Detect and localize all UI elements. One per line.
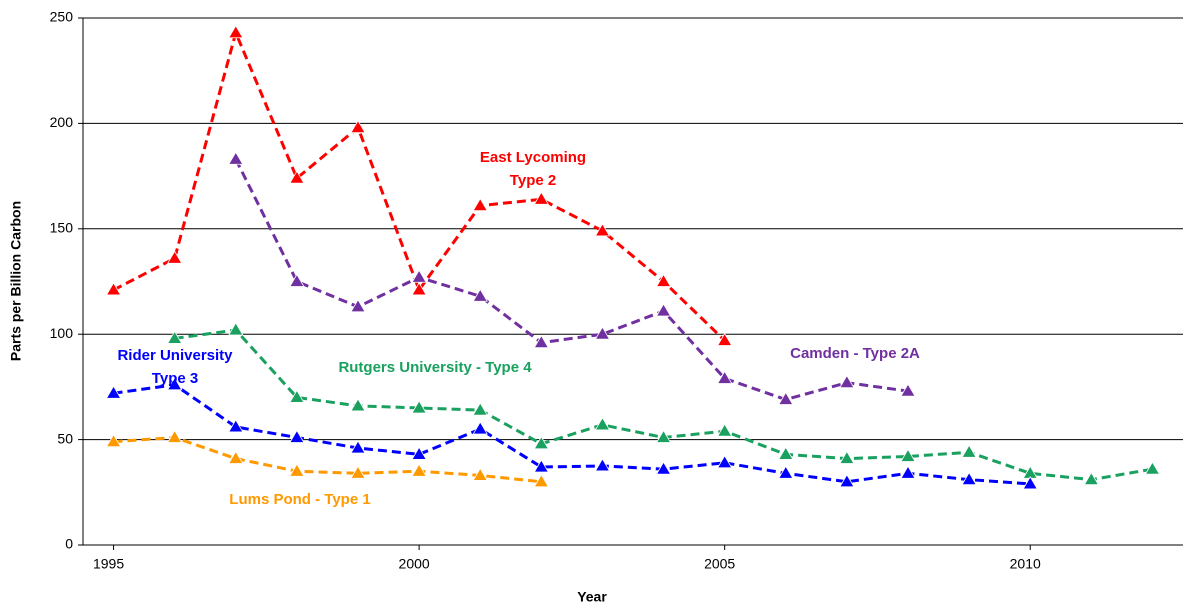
series-label: Rider University — [117, 347, 233, 364]
marker — [228, 24, 244, 39]
marker — [411, 446, 427, 460]
marker — [472, 402, 488, 416]
marker — [350, 299, 366, 313]
series-line — [113, 383, 1031, 486]
y-tick-label: 200 — [50, 114, 74, 130]
y-tick-label: 250 — [50, 9, 74, 25]
marker — [900, 465, 916, 479]
marker — [655, 303, 672, 317]
marker — [900, 448, 916, 462]
marker — [472, 288, 488, 302]
marker — [411, 282, 427, 296]
marker — [166, 376, 183, 391]
marker — [839, 374, 855, 389]
marker — [533, 459, 550, 473]
x-tick-label: 2005 — [704, 556, 735, 572]
marker — [228, 419, 244, 433]
marker — [900, 383, 916, 397]
marker — [166, 250, 183, 264]
marker — [411, 463, 427, 477]
marker — [594, 223, 611, 237]
marker — [961, 444, 977, 458]
x-tick-label: 2010 — [1010, 556, 1041, 572]
marker — [166, 330, 183, 344]
marker — [105, 282, 122, 296]
marker — [533, 436, 550, 450]
marker — [655, 273, 672, 287]
marker — [778, 465, 794, 479]
y-axis-title: Parts per Billion Carbon — [8, 201, 24, 361]
series-label: Camden - Type 2A — [790, 345, 920, 362]
x-axis-title: Year — [577, 589, 607, 605]
marker — [839, 473, 855, 488]
marker — [655, 429, 672, 443]
series-label: Rutgers University - Type 4 — [338, 359, 532, 376]
marker — [289, 170, 305, 184]
series-line — [234, 158, 909, 402]
marker — [961, 471, 977, 486]
marker — [289, 463, 305, 477]
marker — [594, 417, 611, 431]
y-tick-label: 100 — [50, 325, 74, 341]
series-label: East Lycoming — [480, 149, 586, 166]
marker — [350, 398, 366, 412]
marker — [1144, 461, 1161, 475]
marker — [411, 269, 427, 283]
marker — [594, 326, 611, 340]
marker — [655, 461, 672, 475]
marker — [228, 151, 244, 165]
series-label: Lums Pond - Type 1 — [229, 491, 370, 508]
marker — [778, 391, 794, 405]
marker — [594, 458, 611, 472]
series-line — [113, 435, 542, 484]
marker — [105, 385, 122, 399]
marker — [411, 400, 427, 414]
marker — [716, 423, 733, 437]
marker — [350, 465, 366, 479]
marker — [228, 450, 244, 464]
marker — [716, 370, 733, 384]
marker — [1083, 471, 1100, 486]
marker — [533, 473, 550, 488]
marker — [1022, 476, 1038, 490]
marker — [716, 332, 733, 346]
marker — [716, 454, 733, 469]
marker — [350, 440, 366, 454]
x-tick-label: 1995 — [93, 556, 124, 572]
marker — [533, 334, 550, 349]
marker — [350, 119, 366, 134]
marker — [289, 429, 305, 443]
series-line — [112, 28, 726, 342]
marker — [533, 191, 550, 205]
marker — [472, 421, 488, 435]
marker — [839, 450, 855, 464]
marker — [289, 389, 305, 403]
series-label: Type 2 — [510, 172, 556, 189]
y-tick-label: 150 — [50, 220, 74, 236]
marker — [472, 467, 488, 481]
y-tick-label: 0 — [65, 536, 73, 552]
x-tick-label: 2000 — [399, 556, 430, 572]
marker — [289, 273, 305, 287]
series-line — [174, 328, 1153, 482]
marker — [228, 322, 244, 336]
series-label: Type 3 — [152, 370, 198, 387]
marker — [105, 433, 122, 448]
marker — [166, 429, 183, 443]
y-tick-label: 50 — [57, 430, 73, 446]
marker — [472, 197, 488, 212]
marker — [778, 446, 794, 460]
